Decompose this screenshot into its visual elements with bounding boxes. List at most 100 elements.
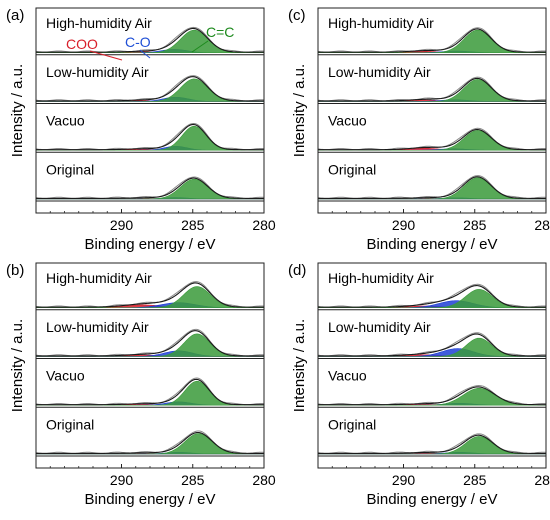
x-tick-label: 285 <box>181 217 205 233</box>
x-tick-label: 290 <box>392 472 416 488</box>
coo-pointer <box>89 50 123 61</box>
raw-spectrum-line <box>317 433 547 454</box>
c-c-peak <box>318 289 546 309</box>
spectrum-low-humidity-air: Low-humidity Air <box>317 64 547 104</box>
fit-envelope-line <box>318 28 546 53</box>
fit-envelope-line <box>318 77 546 102</box>
c-o-pointer <box>139 49 151 59</box>
series-label: Original <box>46 416 94 432</box>
x-tick-label: 285 <box>181 472 205 488</box>
spectrum-low-humidity-air: Low-humidity Air <box>35 64 265 104</box>
spectrum-high-humidity-air: High-humidity Air <box>35 15 265 56</box>
c-c-peak <box>318 337 546 357</box>
x-tick-label: 280 <box>252 217 276 233</box>
c-c-peak <box>36 433 264 455</box>
c-c-peak <box>318 387 546 406</box>
series-label: Original <box>46 161 94 177</box>
spectrum-low-humidity-air: Low-humidity Air <box>35 319 265 359</box>
series-label: High-humidity Air <box>328 270 434 286</box>
series-label: Low-humidity Air <box>328 319 431 335</box>
c-c-peak <box>36 380 264 406</box>
spectrum-low-humidity-air: Low-humidity Air <box>317 319 547 359</box>
raw-spectrum-line <box>35 176 265 199</box>
c-c-peak <box>36 178 264 200</box>
c-c-peak <box>36 125 264 151</box>
x-axis-label: Binding energy / eV <box>85 491 216 508</box>
series-label: Vacuo <box>46 368 85 384</box>
spectrum-vacuo: Vacuo <box>35 368 265 408</box>
series-label: Vacuo <box>328 368 367 384</box>
series-label: Original <box>328 416 376 432</box>
fit-envelope-line <box>318 333 546 357</box>
c-c-peak <box>36 78 264 102</box>
series-label: Low-humidity Air <box>46 319 149 335</box>
panel-c: High-humidity Air Low-humidity Air Vacuo Or… <box>288 7 550 253</box>
x-tick-label: 290 <box>110 472 134 488</box>
plot-frame <box>317 262 547 469</box>
series-label: High-humidity Air <box>46 15 152 31</box>
panel-d: High-humidity Air Low-humidity Air Vacuo Or… <box>288 262 550 508</box>
fit-envelope-line <box>36 76 264 102</box>
c-c-peak <box>318 79 546 102</box>
x-tick-label: 290 <box>110 217 134 233</box>
fit-envelope-line <box>36 282 264 308</box>
c-c-peak <box>318 436 546 455</box>
spectrum-original: Original <box>317 416 547 457</box>
panel-b: High-humidity Air Low-humidity Air Vacuo Or… <box>6 262 276 508</box>
series-label: Low-humidity Air <box>328 64 431 80</box>
raw-spectrum-line <box>317 127 547 151</box>
x-tick-label: 280 <box>534 217 550 233</box>
spectrum-high-humidity-air: High-humidity Air <box>35 270 265 311</box>
x-tick-label: 280 <box>252 472 276 488</box>
x-tick-label: 290 <box>392 217 416 233</box>
spectrum-vacuo: Vacuo <box>317 368 547 408</box>
series-label: High-humidity Air <box>328 15 434 31</box>
c-c-annotation: C=C <box>206 24 234 40</box>
component-annotations: COO C-O C=C <box>66 24 234 61</box>
spectrum-high-humidity-air: High-humidity Air <box>317 270 547 311</box>
y-axis-label: Intensity / a.u. <box>291 319 308 412</box>
raw-spectrum-line <box>317 283 547 308</box>
spectrum-original: Original <box>317 161 547 202</box>
c-c-pointer <box>191 40 209 53</box>
raw-spectrum-line <box>317 385 547 406</box>
plot-frame <box>317 7 547 214</box>
x-axis-label: Binding energy / eV <box>85 236 216 253</box>
x-axis-label: Binding energy / eV <box>367 236 498 253</box>
panel-a: High-humidity Air Low-humidity Air Vacuo Or… <box>6 7 276 253</box>
coo-annotation: COO <box>66 36 98 52</box>
fit-envelope-line <box>318 434 546 454</box>
raw-spectrum-line <box>317 175 547 199</box>
x-tick-label: 280 <box>534 472 550 488</box>
fit-envelope-line <box>318 176 546 199</box>
fit-envelope-line <box>318 285 546 308</box>
spectrum-vacuo: Vacuo <box>317 113 547 153</box>
fit-envelope-line <box>318 386 546 406</box>
fit-envelope-line <box>36 431 264 454</box>
c-c-peak <box>318 29 546 54</box>
fit-envelope-line <box>36 378 264 406</box>
spectrum-original: Original <box>35 416 265 457</box>
fit-envelope-line <box>36 27 264 53</box>
spectrum-vacuo: Vacuo <box>35 113 265 153</box>
panel-label: (a) <box>6 7 24 24</box>
y-axis-label: Intensity / a.u. <box>9 319 26 412</box>
x-tick-label: 285 <box>463 217 487 233</box>
spectrum-high-humidity-air: High-humidity Air <box>317 15 547 56</box>
fit-envelope-line <box>36 123 264 151</box>
fit-envelope-line <box>36 330 264 357</box>
panel-label: (d) <box>288 262 306 279</box>
spectrum-original: Original <box>35 161 265 202</box>
series-label: Vacuo <box>328 113 367 129</box>
raw-spectrum-line <box>35 430 265 454</box>
c-o-annotation: C-O <box>125 34 151 50</box>
raw-spectrum-line <box>317 76 547 102</box>
c-c-peak <box>318 177 546 200</box>
panel-label: (c) <box>288 7 306 24</box>
c-c-peak <box>36 333 264 357</box>
series-label: Vacuo <box>46 113 85 129</box>
plot-frame <box>35 262 265 469</box>
fit-envelope-line <box>318 128 546 151</box>
c-c-peak <box>36 29 264 54</box>
